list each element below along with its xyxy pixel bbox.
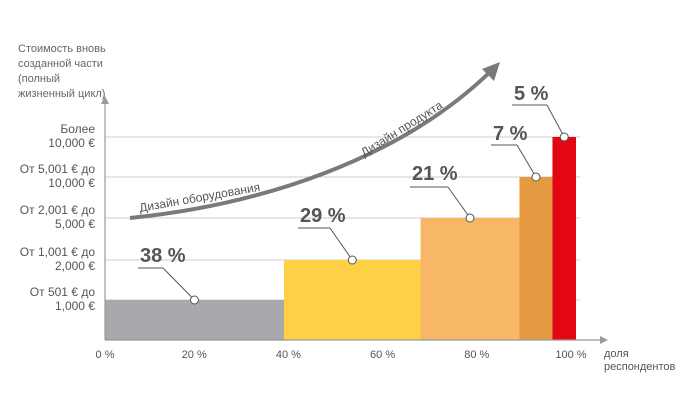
x-tick-label: 0 %: [96, 349, 115, 361]
callout-line: [516, 144, 537, 178]
bar-segment: [519, 177, 553, 340]
segment-percent-label: 21 %: [412, 163, 458, 185]
x-tick-label: 40 %: [276, 349, 301, 361]
y-axis-arrowhead: [101, 96, 109, 104]
y-tick-label-line2: 2,000 €: [55, 259, 95, 273]
x-tick-label: 20 %: [182, 349, 207, 361]
bar-segment: [552, 137, 576, 340]
y-tick-labels: От 501 € до1,000 € От 1,001 € до2,000 € От…: [20, 122, 96, 313]
y-tick-label-line2: 10,000 €: [48, 176, 95, 190]
callout-line: [447, 186, 471, 219]
y-axis-title-line: созданной части: [18, 58, 103, 70]
growth-arrow-shaft: [129, 68, 494, 220]
callout-line: [329, 227, 353, 261]
x-tick-label: 60 %: [370, 349, 395, 361]
y-tick-label-line2: 10,000 €: [48, 136, 95, 150]
callout-line: [546, 104, 565, 138]
callout-dot: [531, 172, 541, 182]
segment-percent-label: 29 %: [300, 205, 346, 227]
y-tick-label-line1: От 501 € до: [30, 285, 96, 299]
y-axis-title-line: жизненный цикл): [18, 88, 105, 100]
bar-segment: [105, 300, 284, 340]
callout-dot: [465, 213, 475, 223]
callouts: 38 % 29 % 21 % 7 % 5 %: [138, 83, 569, 305]
callout-dot: [559, 132, 569, 142]
segment-percent-label: 38 %: [140, 245, 186, 267]
growth-arrow-head: [482, 62, 500, 81]
arrow-label-product: Дизайн продукта: [358, 98, 445, 160]
x-tick-label: 100 %: [555, 349, 586, 361]
axes: [101, 96, 608, 344]
bars: [105, 137, 576, 340]
y-tick-label-line2: 1,000 €: [55, 299, 95, 313]
bar-segment: [283, 260, 421, 340]
callout-dot: [189, 295, 199, 305]
y-tick-label-line1: От 5,001 € до: [20, 162, 96, 176]
y-axis-title-line: Стоимость вновь: [18, 43, 106, 55]
y-tick-label-line1: Более: [60, 122, 95, 136]
x-axis-title-line: респондентов: [604, 361, 676, 373]
segment-percent-label: 5 %: [514, 83, 549, 105]
segment-percent-label: 7 %: [493, 123, 528, 145]
y-axis-title: Стоимость вновь созданной части (полный жиз…: [18, 43, 106, 100]
y-tick-label-line1: От 1,001 € до: [20, 245, 96, 259]
x-axis-arrowhead: [600, 336, 608, 344]
callout-line: [162, 267, 195, 301]
x-tick-label: 80 %: [464, 349, 489, 361]
bar-segment: [420, 218, 520, 340]
y-axis-title-line: (полный: [18, 73, 60, 85]
y-tick-label-line2: 5,000 €: [55, 217, 95, 231]
x-axis-title-line: доля: [604, 348, 629, 360]
x-tick-labels: 0 % 20 % 40 % 60 % 80 % 100 %: [96, 349, 587, 361]
y-tick-label-line1: От 2,001 € до: [20, 203, 96, 217]
callout-dot: [347, 255, 357, 265]
